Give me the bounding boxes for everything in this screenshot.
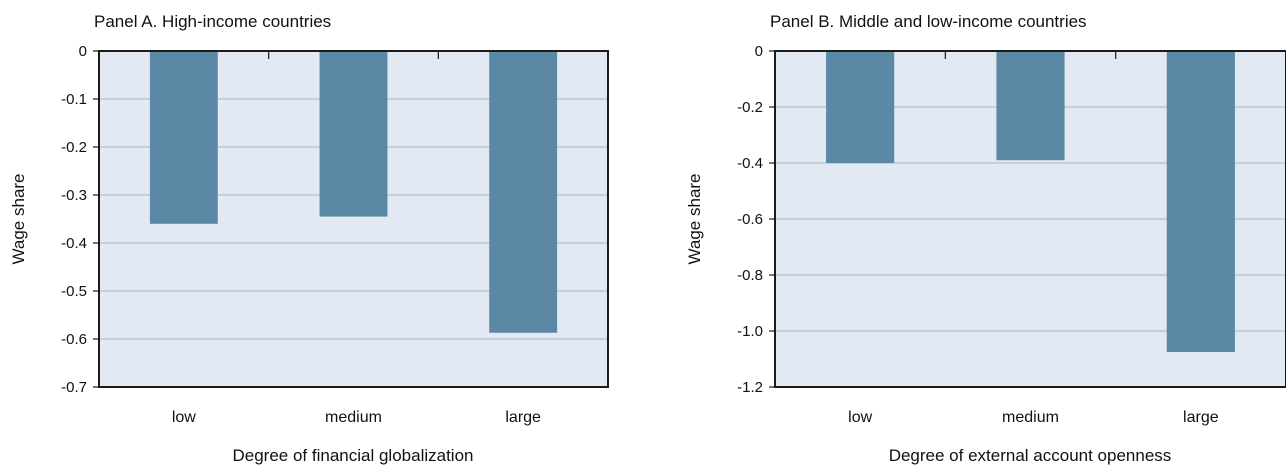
panel-b-bar-low [826,51,895,163]
panel-b-bar-large [1166,51,1235,352]
panel-a-y-tick-label: -0.1 [61,91,87,108]
panel-b-frame [774,50,1286,388]
panel-b-category-label: large [1183,409,1219,426]
panel-a-y-tick-label: -0.7 [61,379,87,396]
panel-a-title: Panel A. High-income countries [94,12,331,31]
panel-b-y-tick-label: -0.6 [737,211,763,228]
panel-a-y-tick-label: -0.5 [61,283,87,300]
panel-b-bar-medium [996,51,1065,161]
panel-a-category-label: large [505,409,541,426]
panel-a-x-axis-label: Degree of financial globalization [233,446,474,465]
panel-a-category-label: medium [325,409,382,426]
panel-a-y-tick-label: -0.4 [61,235,87,252]
panel-b: Panel B. Middle and low-income countries… [685,12,1286,465]
panel-a-bar-low [149,51,218,224]
panel-b-x-axis-label: Degree of external account openness [889,446,1172,465]
panel-a-frame [98,50,609,388]
panel-a-y-tick-label: -0.6 [61,331,87,348]
panel-b-title: Panel B. Middle and low-income countries [770,12,1087,31]
panel-a-bar-medium [319,51,388,217]
panel-b-y-axis-label: Wage share [685,173,704,264]
panel-b-y-tick-label: -0.2 [737,99,763,116]
panel-b-category-label: low [848,409,872,426]
panel-b-category-label: medium [1002,409,1059,426]
panel-a: Panel A. High-income countries Wage shar… [9,12,609,465]
panel-a-y-tick-label: -0.3 [61,187,87,204]
panel-a-y-axis-label: Wage share [9,173,28,264]
panel-b-y-tick-label: 0 [755,43,763,60]
panel-b-y-tick-label: -1.2 [737,379,763,396]
panel-a-bar-large [489,51,558,333]
panel-b-y-tick-label: -0.4 [737,155,763,172]
panel-a-y-tick-label: -0.2 [61,139,87,156]
panel-a-y-tick-label: 0 [79,43,87,60]
panel-b-y-tick-label: -1.0 [737,323,763,340]
panel-b-y-tick-label: -0.8 [737,267,763,284]
panel-a-category-label: low [172,409,196,426]
